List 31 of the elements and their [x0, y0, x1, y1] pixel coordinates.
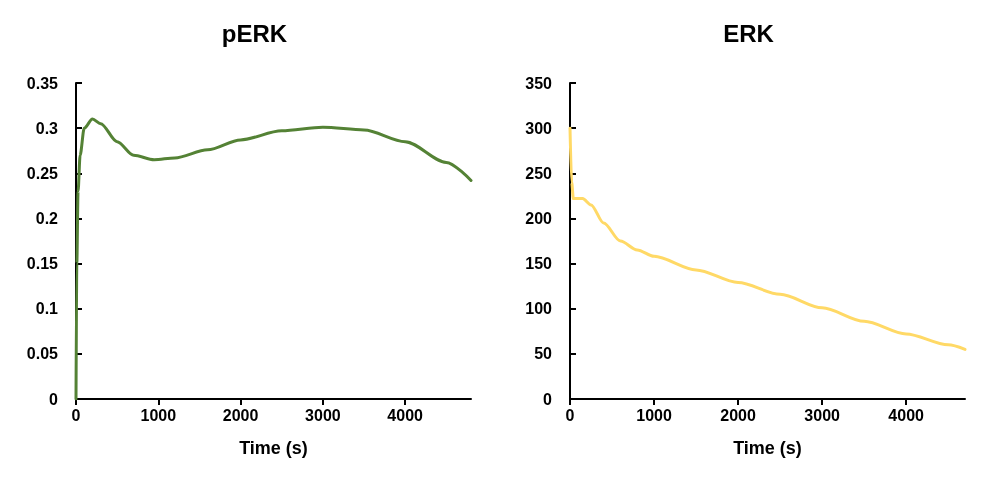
x-tick-label: 3000 — [305, 406, 341, 424]
y-tick-label: 0.35 — [26, 74, 59, 92]
y-tick-label: 0.25 — [26, 164, 59, 182]
y-tick-label: 300 — [525, 119, 553, 137]
x-tick-label: 0 — [71, 406, 81, 424]
x-tick-label: 0 — [565, 406, 575, 424]
y-tick-label: 350 — [525, 74, 553, 92]
x-tick-label: 4000 — [387, 406, 424, 424]
y-tick-label: 0.3 — [35, 119, 59, 137]
x-tick-label: 2000 — [720, 406, 756, 424]
chart-title: pERK — [221, 19, 288, 47]
line-series — [568, 126, 967, 351]
y-tick-label: 50 — [534, 345, 553, 363]
y-tick-label: 150 — [525, 255, 553, 273]
y-tick-label: 0 — [49, 390, 59, 408]
y-tick-label: 0 — [543, 390, 553, 408]
y-tick-label: 0.05 — [26, 345, 59, 363]
x-tick-label: 3000 — [804, 406, 841, 424]
x-tick-label: 4000 — [888, 406, 925, 424]
chart-title: ERK — [723, 19, 775, 47]
x-tick-label: 2000 — [222, 406, 259, 424]
x-tick-label: 1000 — [636, 406, 672, 424]
y-tick-label: 0.2 — [35, 209, 59, 227]
y-tick-label: 0.15 — [26, 255, 59, 273]
y-tick-label: 0.1 — [35, 300, 59, 318]
x-axis-title: Time (s) — [733, 438, 802, 458]
x-tick-label: 1000 — [140, 406, 177, 424]
x-axis-title: Time (s) — [239, 438, 308, 458]
y-tick-label: 200 — [525, 209, 553, 227]
y-tick-label: 250 — [525, 164, 553, 182]
y-tick-label: 100 — [525, 300, 553, 318]
